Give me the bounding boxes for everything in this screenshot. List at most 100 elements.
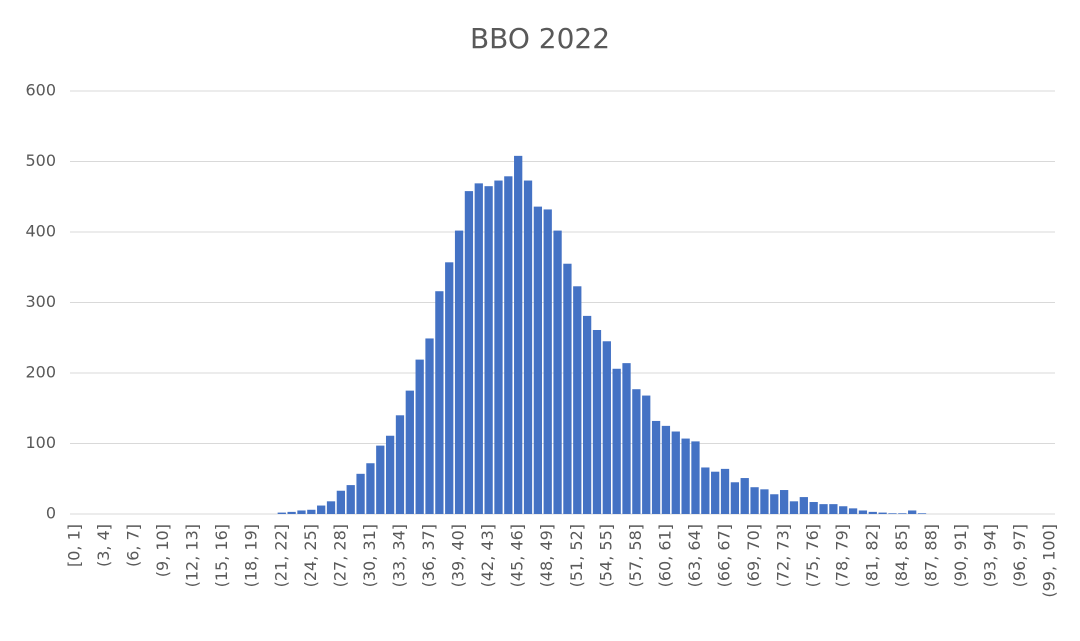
bar xyxy=(779,490,789,514)
x-tick-label: (24, 25] xyxy=(301,524,320,587)
y-tick-label: 100 xyxy=(25,433,56,452)
bar xyxy=(671,431,680,514)
bar xyxy=(297,510,306,514)
bar xyxy=(454,230,464,514)
bar xyxy=(484,186,493,515)
x-tick-label: (6, 7] xyxy=(124,524,143,567)
bar xyxy=(277,512,286,514)
x-tick-label: (81, 82] xyxy=(862,524,881,587)
bar xyxy=(730,482,740,514)
bar xyxy=(848,508,858,514)
bar xyxy=(622,363,631,514)
x-tick-label: (39, 40] xyxy=(449,524,468,587)
bar xyxy=(336,490,346,514)
bar xyxy=(898,513,907,514)
x-tick-label: (78, 79] xyxy=(833,524,852,587)
bar xyxy=(642,395,651,514)
bar xyxy=(799,497,808,514)
x-tick-label: (84, 85] xyxy=(892,524,911,587)
x-tick-label: (45, 46] xyxy=(508,524,527,587)
bar xyxy=(514,155,523,515)
x-tick-label: (99, 100] xyxy=(1040,524,1059,598)
bar xyxy=(612,368,621,514)
y-tick-label: 300 xyxy=(25,292,56,311)
y-tick-label: 0 xyxy=(46,504,56,523)
x-tick-label: (36, 37] xyxy=(419,524,438,587)
chart-title: BBO 2022 xyxy=(470,22,610,55)
bar xyxy=(504,176,513,514)
bar xyxy=(415,359,424,514)
bar xyxy=(445,262,454,514)
x-tick-label: (12, 13] xyxy=(183,524,202,587)
x-tick-label: (21, 22] xyxy=(271,524,290,587)
x-tick-label: (27, 28] xyxy=(330,524,349,587)
bar xyxy=(632,389,641,514)
x-tick-label: (60, 61] xyxy=(655,524,674,587)
x-tick-label: (15, 16] xyxy=(212,524,231,587)
x-tick-label: (48, 49] xyxy=(537,524,556,587)
bar xyxy=(287,511,296,514)
bar xyxy=(740,478,749,514)
bar xyxy=(543,209,552,514)
bar xyxy=(711,471,720,514)
x-tick-label: (66, 67] xyxy=(715,524,734,587)
bar xyxy=(376,445,385,514)
bar xyxy=(317,505,326,514)
bar xyxy=(356,473,365,514)
y-tick-label: 500 xyxy=(25,151,56,170)
bar xyxy=(573,286,582,514)
bar xyxy=(819,504,828,514)
bar xyxy=(523,180,533,514)
x-tick-label: (69, 70] xyxy=(744,524,763,587)
x-tick-label: (93, 94] xyxy=(980,524,999,587)
bar xyxy=(858,510,868,514)
x-tick-label: (90, 91] xyxy=(951,524,970,587)
bar xyxy=(839,506,848,514)
bar xyxy=(760,489,769,514)
y-tick-label: 200 xyxy=(25,363,56,382)
bar xyxy=(474,183,483,515)
bar xyxy=(582,315,592,514)
bar xyxy=(829,504,838,514)
bar xyxy=(917,513,927,514)
x-tick-label: (72, 73] xyxy=(774,524,793,587)
bar xyxy=(691,441,700,514)
bar xyxy=(346,485,355,514)
bar xyxy=(720,468,730,514)
bar xyxy=(770,494,779,514)
x-tick-label: [0, 1] xyxy=(64,524,83,567)
x-tick-label: (30, 31] xyxy=(360,524,379,587)
bar xyxy=(789,501,799,514)
bar xyxy=(405,390,414,514)
bar xyxy=(592,329,602,514)
x-tick-label: (33, 34] xyxy=(389,524,408,587)
bar xyxy=(878,512,887,514)
bar xyxy=(385,435,395,514)
y-tick-label: 400 xyxy=(25,222,56,241)
bar xyxy=(868,511,877,514)
x-tick-label: (63, 64] xyxy=(685,524,704,587)
bar xyxy=(750,487,759,514)
bar xyxy=(464,191,474,515)
bar xyxy=(533,206,543,514)
x-tick-label: (57, 58] xyxy=(626,524,645,587)
bar xyxy=(326,501,336,514)
bar xyxy=(366,463,375,514)
x-tick-label: (9, 10] xyxy=(153,524,172,577)
x-tick-label: (54, 55] xyxy=(596,524,615,587)
bar xyxy=(809,502,818,514)
bar xyxy=(602,341,611,514)
x-tick-label: (3, 4] xyxy=(94,524,113,567)
x-tick-label: (96, 97] xyxy=(1010,524,1029,587)
bar xyxy=(701,467,710,514)
bar xyxy=(494,180,503,514)
x-tick-label: (75, 76] xyxy=(803,524,822,587)
y-tick-label: 600 xyxy=(25,81,56,100)
x-tick-label: (51, 52] xyxy=(567,524,586,587)
bar xyxy=(435,291,444,514)
x-tick-label: (87, 88] xyxy=(921,524,940,587)
bar xyxy=(651,420,661,514)
bar xyxy=(908,510,917,514)
x-tick-label: (42, 43] xyxy=(478,524,497,587)
